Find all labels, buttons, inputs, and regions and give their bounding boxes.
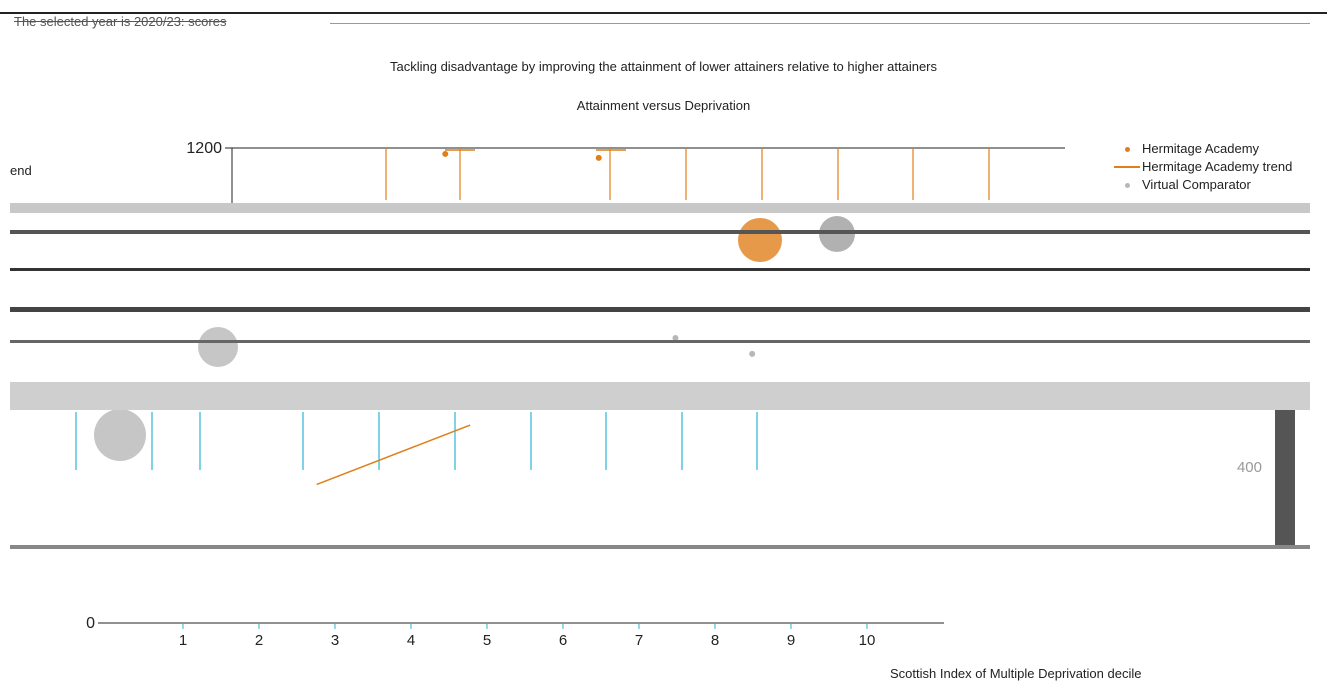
- y-tick-label: 1200: [186, 140, 222, 157]
- comparator-point: [749, 350, 756, 357]
- render-artifact: [10, 230, 1310, 234]
- x-tick-label: 8: [711, 632, 719, 649]
- hermitage-point: [442, 150, 449, 157]
- render-artifact: [10, 203, 1310, 213]
- x-axis-label: Scottish Index of Multiple Deprivation d…: [890, 666, 1142, 681]
- y-tick-label: 0: [86, 615, 95, 632]
- legend-label: Hermitage Academy: [1142, 141, 1260, 156]
- x-tick-label: 1: [179, 632, 187, 649]
- y-tick-label-partial: 400: [1237, 459, 1262, 476]
- header-divider: [330, 23, 1310, 24]
- artifact-blob: [198, 327, 238, 367]
- hermitage-point: [595, 154, 602, 161]
- artifact-blob: [738, 218, 782, 262]
- grey-dot-icon: [1124, 182, 1130, 188]
- chart-title: Tackling disadvantage by improving the a…: [389, 59, 938, 74]
- legend-label: Hermitage Academy trend: [1142, 159, 1293, 174]
- chart-subtitle: Attainment versus Deprivation: [576, 98, 751, 113]
- comparator-point: [672, 335, 679, 341]
- artifact-block: [1275, 410, 1295, 545]
- render-artifact: [10, 268, 1310, 271]
- legend-entry-comparator: Virtual Comparator: [1112, 176, 1292, 194]
- x-tick-label: 6: [559, 632, 567, 649]
- trend-line: [316, 424, 471, 486]
- x-tick-label: 3: [331, 632, 339, 649]
- render-artifact: [10, 307, 1310, 312]
- chart-legend: Hermitage Academy Hermitage Academy tren…: [1112, 140, 1292, 194]
- x-tick-label: 4: [407, 632, 415, 649]
- x-tick-label: 7: [635, 632, 643, 649]
- artifact-blob: [819, 216, 855, 252]
- x-tick-label: 2: [255, 632, 263, 649]
- render-artifact: [10, 340, 1310, 343]
- selected-year-text: The selected year is 2020/23: scores: [14, 14, 227, 29]
- legend-entry-hermitage: Hermitage Academy: [1112, 140, 1292, 158]
- x-tick-label: 5: [483, 632, 491, 649]
- orange-dot-icon: [1124, 146, 1130, 152]
- render-artifact: [10, 382, 1310, 410]
- legend-fragment: end: [10, 163, 32, 178]
- legend-label: Virtual Comparator: [1142, 177, 1251, 192]
- legend-entry-hermitage-trend: Hermitage Academy trend: [1112, 158, 1292, 176]
- top-rule: [0, 12, 1327, 14]
- artifact-blob: [94, 409, 146, 461]
- orange-line-icon: [1114, 166, 1140, 168]
- render-artifact: [10, 545, 1310, 549]
- x-tick-label: 9: [787, 632, 795, 649]
- x-tick-label: 10: [859, 632, 876, 649]
